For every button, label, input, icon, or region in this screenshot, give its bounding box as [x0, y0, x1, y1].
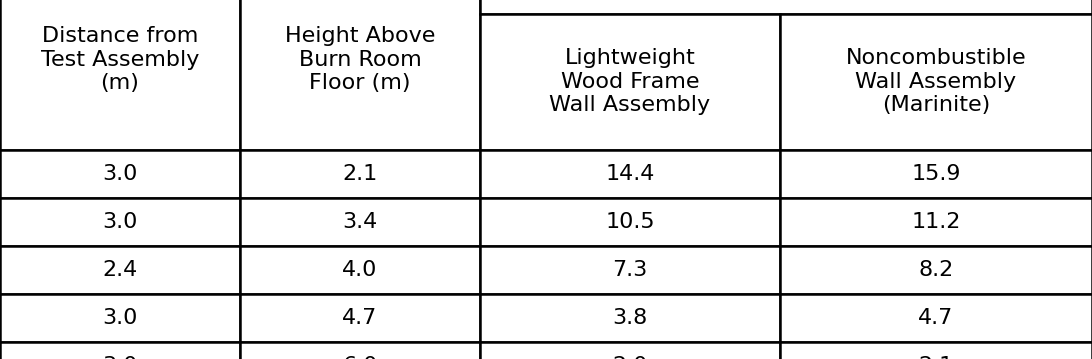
- Bar: [480, 14, 780, 149]
- Text: 7.3: 7.3: [613, 260, 648, 280]
- Text: 15.9: 15.9: [911, 163, 961, 183]
- Bar: [780, 14, 1092, 149]
- Text: Noncombustible
Wall Assembly
(Marinite): Noncombustible Wall Assembly (Marinite): [845, 48, 1026, 115]
- Text: 2.1: 2.1: [918, 355, 953, 359]
- Bar: [780, 294, 1092, 341]
- Bar: [0, 149, 240, 197]
- Bar: [0, 246, 240, 294]
- Bar: [240, 149, 480, 197]
- Bar: [780, 341, 1092, 359]
- Bar: [780, 246, 1092, 294]
- Bar: [240, 246, 480, 294]
- Text: 3.0: 3.0: [103, 308, 138, 327]
- Bar: [0, 294, 240, 341]
- Bar: [0, 341, 240, 359]
- Text: 10.5: 10.5: [605, 211, 655, 232]
- Bar: [480, 149, 780, 197]
- Text: 3.4: 3.4: [343, 211, 378, 232]
- Text: 4.7: 4.7: [343, 308, 378, 327]
- Bar: [0, 0, 240, 149]
- Bar: [240, 197, 480, 246]
- Text: Distance from
Test Assembly
(m): Distance from Test Assembly (m): [40, 26, 199, 93]
- Bar: [480, 294, 780, 341]
- Text: Lightweight
Wood Frame
Wall Assembly: Lightweight Wood Frame Wall Assembly: [549, 48, 711, 115]
- Text: 3.0: 3.0: [103, 355, 138, 359]
- Text: 4.7: 4.7: [918, 308, 953, 327]
- Text: 3.0: 3.0: [103, 211, 138, 232]
- Text: Height Above
Burn Room
Floor (m): Height Above Burn Room Floor (m): [285, 26, 436, 93]
- Text: 2.1: 2.1: [343, 163, 378, 183]
- Bar: [240, 0, 480, 149]
- Bar: [780, 149, 1092, 197]
- Text: 3.8: 3.8: [613, 308, 648, 327]
- Bar: [480, 341, 780, 359]
- Text: 4.0: 4.0: [342, 260, 378, 280]
- Text: Heat Flux (kW/m²): Heat Flux (kW/m²): [685, 0, 888, 1]
- Text: 2.4: 2.4: [103, 260, 138, 280]
- Bar: [240, 341, 480, 359]
- Bar: [0, 197, 240, 246]
- Text: 11.2: 11.2: [912, 211, 961, 232]
- Bar: [240, 294, 480, 341]
- Bar: [480, 197, 780, 246]
- Bar: [480, 0, 1092, 14]
- Text: 8.2: 8.2: [918, 260, 953, 280]
- Bar: [480, 246, 780, 294]
- Bar: [780, 197, 1092, 246]
- Text: 6.0: 6.0: [342, 355, 378, 359]
- Text: 3.0: 3.0: [103, 163, 138, 183]
- Text: 14.4: 14.4: [605, 163, 655, 183]
- Text: 2.0: 2.0: [613, 355, 648, 359]
